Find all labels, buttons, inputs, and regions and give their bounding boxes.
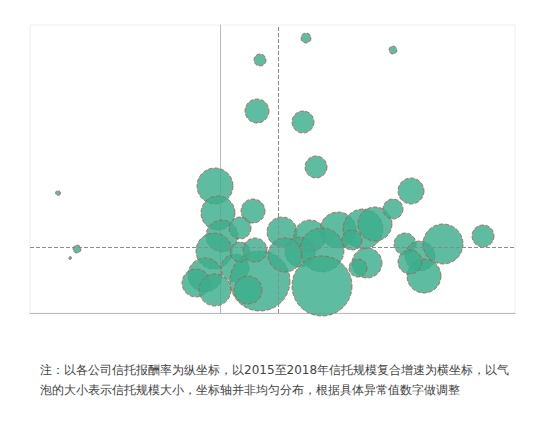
svg-text:注：以各公司信托报酬率为纵坐标，以2015至2018年信托规: 注：以各公司信托报酬率为纵坐标，以2015至2018年信托规模复合增速为横坐标，…: [40, 363, 509, 377]
svg-text:泡的大小表示信托规模大小，坐标轴并非均匀分布，根据具体异常值: 泡的大小表示信托规模大小，坐标轴并非均匀分布，根据具体异常值数字做调整: [40, 383, 460, 397]
